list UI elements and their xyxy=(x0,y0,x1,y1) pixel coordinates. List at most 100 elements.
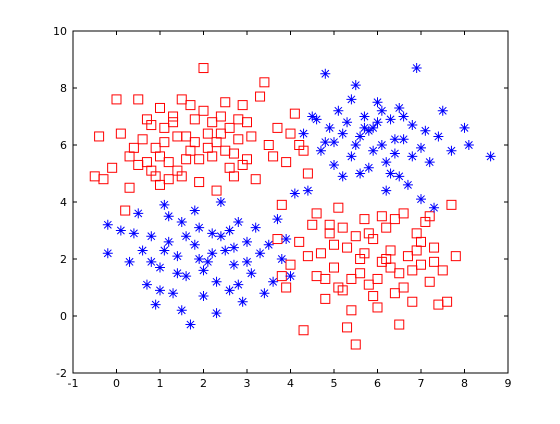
asterisk-point xyxy=(416,142,426,153)
y-tick-label: 4 xyxy=(60,196,67,209)
square-point xyxy=(363,228,374,239)
square-point xyxy=(298,325,309,336)
square-point xyxy=(381,222,392,233)
y-tick-label: 0 xyxy=(60,310,67,323)
square-point xyxy=(342,242,353,253)
square-point xyxy=(237,100,248,111)
y-tick-label: 6 xyxy=(60,139,67,152)
asterisk-point xyxy=(315,145,326,156)
asterisk-point xyxy=(407,151,418,162)
asterisk-point xyxy=(194,222,205,233)
square-point xyxy=(246,131,257,142)
square-point xyxy=(429,242,440,253)
square-point xyxy=(416,259,426,270)
asterisk-point xyxy=(381,185,392,196)
square-point xyxy=(228,148,239,159)
asterisk-point xyxy=(268,276,279,287)
square-point xyxy=(176,171,187,182)
asterisk-point xyxy=(242,256,252,267)
square-point xyxy=(294,236,305,247)
asterisk-point xyxy=(337,171,348,182)
asterisk-point xyxy=(381,157,392,168)
square-point xyxy=(333,202,344,213)
square-point xyxy=(289,108,300,119)
square-point xyxy=(429,256,440,267)
square-point xyxy=(333,282,344,293)
asterisk-point xyxy=(394,102,405,113)
asterisk-point xyxy=(433,131,444,142)
square-point xyxy=(128,142,139,153)
asterisk-point xyxy=(155,262,165,273)
square-point xyxy=(394,319,405,330)
asterisk-point xyxy=(320,68,331,79)
asterisk-point xyxy=(376,140,387,150)
asterisk-point xyxy=(329,137,339,148)
square-point xyxy=(141,114,152,125)
square-point xyxy=(259,77,270,88)
asterisk-point xyxy=(181,271,192,282)
square-point xyxy=(215,111,226,122)
square-point xyxy=(398,282,409,293)
asterisk-point xyxy=(398,111,409,122)
asterisk-point xyxy=(355,131,366,142)
tick-layer: -1 0 1 2 3 4 5 6 7 8 9 -2 0 2 4 6 8 10 xyxy=(53,25,512,390)
square-point xyxy=(437,265,448,276)
x-tick-label: 5 xyxy=(331,377,338,390)
asterisk-point xyxy=(416,194,426,205)
asterisk-point xyxy=(368,122,379,133)
x-tick-label: 6 xyxy=(374,377,381,390)
asterisk-point xyxy=(329,159,339,170)
asterisk-point xyxy=(281,234,292,245)
y-tick-label: -2 xyxy=(56,367,67,380)
asterisk-point xyxy=(407,120,418,131)
x-tick-label: 7 xyxy=(418,377,425,390)
square-point xyxy=(442,296,453,307)
asterisk-point xyxy=(429,202,440,213)
square-point xyxy=(329,262,339,273)
asterisk-point xyxy=(385,114,396,125)
square-point xyxy=(329,239,339,250)
square-point xyxy=(215,128,226,139)
asterisk-point xyxy=(150,299,161,310)
asterisk-point xyxy=(233,279,244,290)
square-point xyxy=(237,159,248,170)
square-point xyxy=(98,174,109,185)
asterisk-point xyxy=(224,225,235,236)
square-point xyxy=(242,117,252,128)
square-point xyxy=(211,185,222,196)
square-point xyxy=(155,102,165,113)
asterisk-point xyxy=(368,145,379,156)
square-point xyxy=(359,214,370,225)
asterisk-point xyxy=(285,271,296,282)
axes-box xyxy=(72,30,509,374)
asterisk-point xyxy=(289,188,300,199)
square-point xyxy=(407,296,418,307)
square-point xyxy=(207,117,218,128)
y-tick-label: 8 xyxy=(60,82,67,95)
asterisk-point xyxy=(194,254,205,264)
square-point xyxy=(281,282,292,293)
asterisk-point xyxy=(215,231,226,242)
square-point xyxy=(320,273,331,284)
square-point xyxy=(294,140,305,150)
asterisk-point xyxy=(363,125,374,136)
square-point xyxy=(389,288,400,299)
square-point xyxy=(307,219,318,230)
asterisk-point xyxy=(298,128,309,139)
square-point xyxy=(233,134,244,145)
asterisk-point xyxy=(372,117,383,128)
y-tick-label: 2 xyxy=(60,253,67,266)
asterisk-point xyxy=(424,157,435,168)
asterisk-point xyxy=(102,219,113,230)
asterisk-point xyxy=(172,268,183,279)
square-point xyxy=(302,168,313,179)
square-point xyxy=(368,291,379,302)
square-point xyxy=(337,222,348,233)
asterisk-point xyxy=(159,245,170,256)
asterisk-point xyxy=(333,105,344,116)
square-point xyxy=(146,165,157,176)
square-point xyxy=(198,105,209,116)
asterisk-point xyxy=(250,222,261,233)
asterisk-point xyxy=(220,245,231,256)
